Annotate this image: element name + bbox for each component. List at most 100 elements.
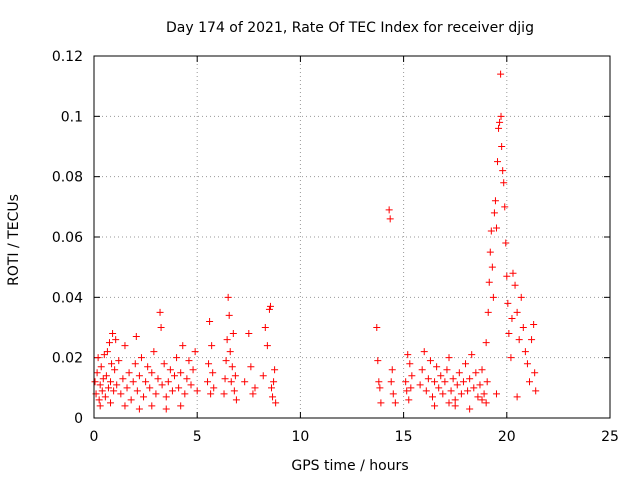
data-point <box>269 393 277 401</box>
data-point <box>435 384 443 392</box>
data-point <box>271 366 279 374</box>
data-point <box>154 375 162 383</box>
data-point <box>485 278 493 286</box>
data-point <box>266 302 274 310</box>
data-point <box>91 378 99 386</box>
data-point <box>431 378 439 386</box>
data-point <box>519 324 527 331</box>
data-point <box>96 402 104 410</box>
data-point <box>439 390 447 398</box>
data-point <box>459 378 467 386</box>
data-point <box>489 293 497 301</box>
data-point <box>389 390 397 398</box>
data-point <box>177 369 185 377</box>
y-tick-label: 0.04 <box>52 290 83 306</box>
data-point <box>157 324 165 331</box>
y-tick-label: 0.02 <box>52 351 83 367</box>
data-point <box>486 248 494 256</box>
data-point <box>228 363 236 371</box>
data-point <box>466 375 474 383</box>
data-point <box>158 381 166 389</box>
data-point <box>97 363 105 371</box>
data-point <box>259 372 267 380</box>
data-point <box>443 366 451 374</box>
data-point <box>93 369 101 377</box>
data-point <box>497 112 505 120</box>
x-axis-label: GPS time / hours <box>291 458 408 474</box>
data-point <box>148 402 156 410</box>
data-point <box>112 336 120 344</box>
data-point <box>223 336 231 344</box>
data-point <box>152 390 160 398</box>
data-points <box>91 70 540 413</box>
data-point <box>210 384 218 392</box>
data-point <box>373 324 381 331</box>
data-point <box>181 390 189 398</box>
data-point <box>466 405 474 413</box>
data-point <box>205 360 213 368</box>
y-tick-label: 0.1 <box>61 109 83 125</box>
data-point <box>462 360 470 368</box>
data-point <box>117 390 125 398</box>
data-point <box>105 339 113 347</box>
data-point <box>137 354 145 362</box>
data-point <box>476 381 484 389</box>
data-point <box>447 387 455 395</box>
y-tick-label: 0 <box>74 411 83 427</box>
data-point <box>249 390 257 398</box>
data-point <box>185 357 193 365</box>
data-point <box>408 372 416 380</box>
data-point <box>470 384 478 392</box>
data-point <box>478 366 486 374</box>
data-point <box>451 402 459 410</box>
data-point <box>96 381 104 389</box>
y-axis-label: ROTI / TECUs <box>6 194 22 286</box>
data-point <box>142 378 150 386</box>
data-point <box>168 387 176 395</box>
data-point <box>102 372 110 380</box>
data-point <box>388 366 396 374</box>
data-point <box>492 390 500 398</box>
data-point <box>424 375 432 383</box>
data-point <box>521 348 529 356</box>
data-point <box>175 384 183 392</box>
data-point <box>98 387 106 395</box>
data-point <box>110 387 118 395</box>
y-tick-label: 0.06 <box>52 230 83 246</box>
data-point <box>183 375 191 383</box>
data-point <box>431 402 439 410</box>
data-point <box>225 311 233 319</box>
y-tick-label: 0.08 <box>52 170 83 186</box>
x-tick-label: 0 <box>90 429 99 445</box>
data-point <box>166 366 174 374</box>
data-point <box>100 351 108 359</box>
data-point <box>123 384 131 392</box>
data-point <box>173 354 181 362</box>
data-point <box>224 293 232 301</box>
data-point <box>187 381 195 389</box>
data-point <box>179 342 187 350</box>
data-point <box>445 399 453 407</box>
data-point <box>488 263 496 271</box>
data-point <box>405 396 413 404</box>
axis-ticks: 0 0.02 0.04 0.06 0.08 0.1 0.12 0 5 10 15 20 25 <box>52 49 619 445</box>
data-point <box>391 399 399 407</box>
data-point <box>208 342 216 350</box>
data-point <box>95 396 103 404</box>
data-point <box>160 360 168 368</box>
data-point <box>109 330 117 338</box>
x-tick-label: 20 <box>498 429 516 445</box>
data-point <box>107 399 115 407</box>
data-point <box>170 372 178 380</box>
data-point <box>482 399 490 407</box>
data-point <box>508 314 516 322</box>
data-point <box>263 342 271 350</box>
data-point <box>502 239 510 247</box>
data-point <box>207 390 215 398</box>
data-point <box>497 70 505 78</box>
data-point <box>119 375 127 383</box>
data-point <box>189 366 197 374</box>
data-point <box>526 378 534 386</box>
y-tick-label: 0.12 <box>52 49 83 65</box>
data-point <box>376 384 384 392</box>
